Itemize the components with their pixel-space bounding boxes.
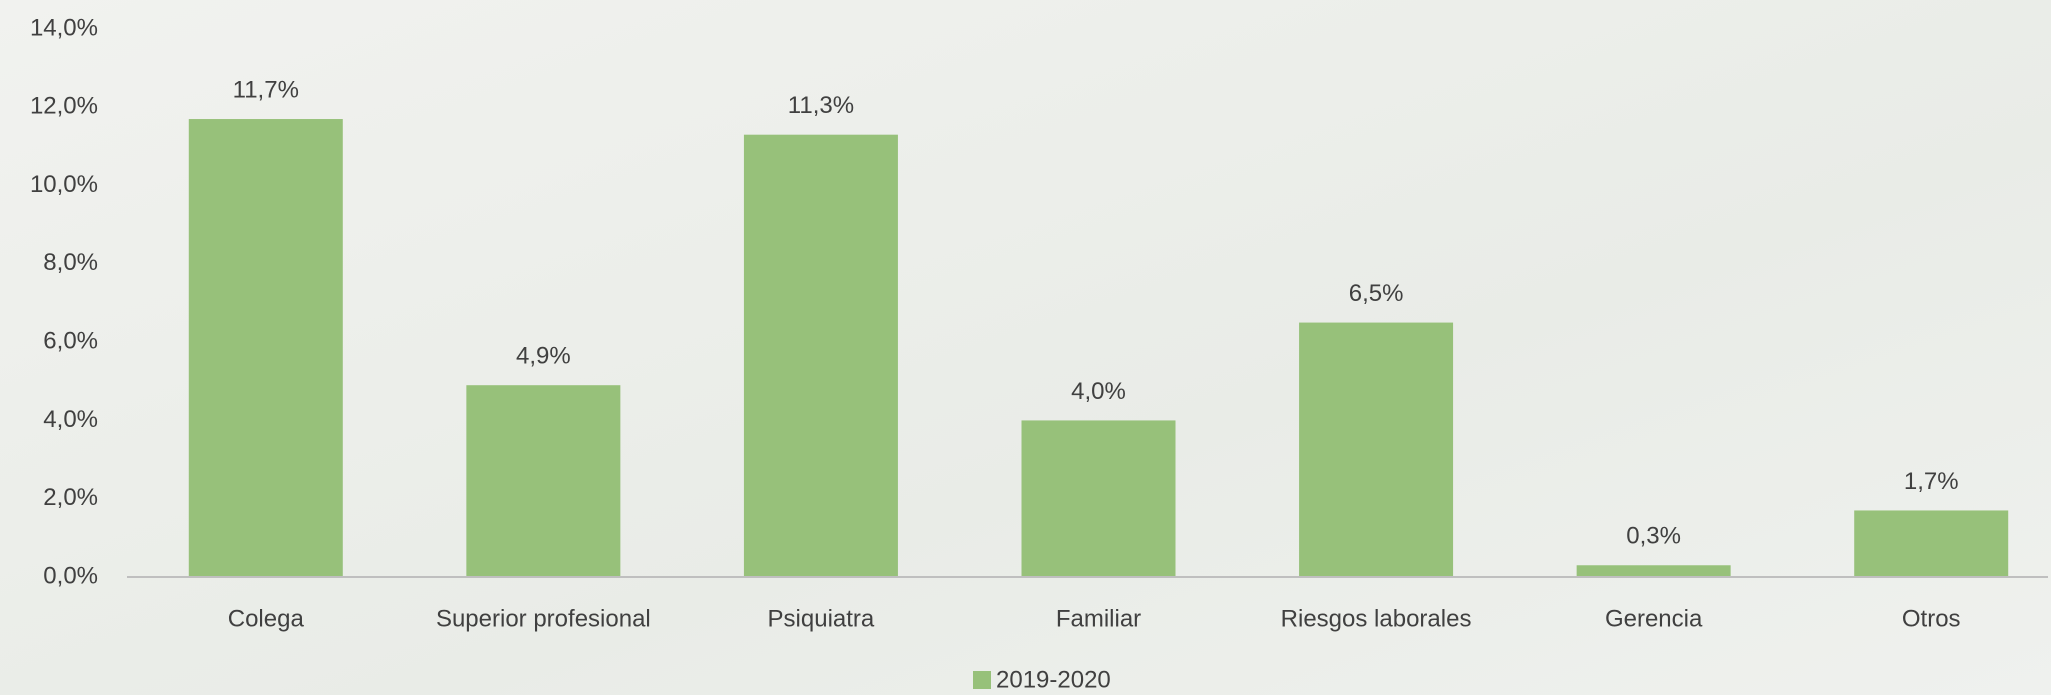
value-label: 4,0%	[1071, 378, 1126, 405]
bar	[466, 385, 621, 577]
y-tick-label: 2,0%	[43, 484, 98, 511]
value-label: 4,9%	[516, 343, 571, 370]
value-label: 6,5%	[1349, 280, 1404, 307]
y-tick-label: 6,0%	[43, 327, 98, 354]
y-tick-label: 10,0%	[30, 171, 98, 198]
legend-swatch	[973, 671, 991, 689]
value-label: 11,3%	[788, 92, 854, 119]
x-tick-label: Familiar	[1056, 605, 1141, 632]
x-tick-label: Riesgos laborales	[1281, 605, 1472, 632]
bar	[1576, 565, 1731, 577]
bar	[1854, 510, 2009, 577]
y-tick-label: 12,0%	[30, 93, 98, 120]
bar	[1299, 322, 1454, 577]
x-tick-label: Colega	[228, 605, 305, 632]
x-tick-label: Gerencia	[1605, 605, 1703, 632]
value-label: 1,7%	[1904, 468, 1959, 495]
value-label: 11,7%	[233, 76, 299, 103]
x-tick-label: Otros	[1902, 605, 1961, 632]
x-tick-label: Psiquiatra	[768, 605, 875, 632]
y-tick-label: 0,0%	[43, 562, 98, 589]
bar	[743, 134, 898, 577]
y-tick-label: 8,0%	[43, 249, 98, 276]
value-label: 0,3%	[1626, 523, 1681, 550]
legend-label: 2019-2020	[996, 666, 1111, 693]
bar	[1021, 420, 1176, 577]
x-tick-label: Superior profesional	[436, 605, 651, 632]
bar	[188, 119, 343, 578]
y-tick-label: 14,0%	[30, 14, 98, 41]
y-tick-label: 4,0%	[43, 406, 98, 433]
